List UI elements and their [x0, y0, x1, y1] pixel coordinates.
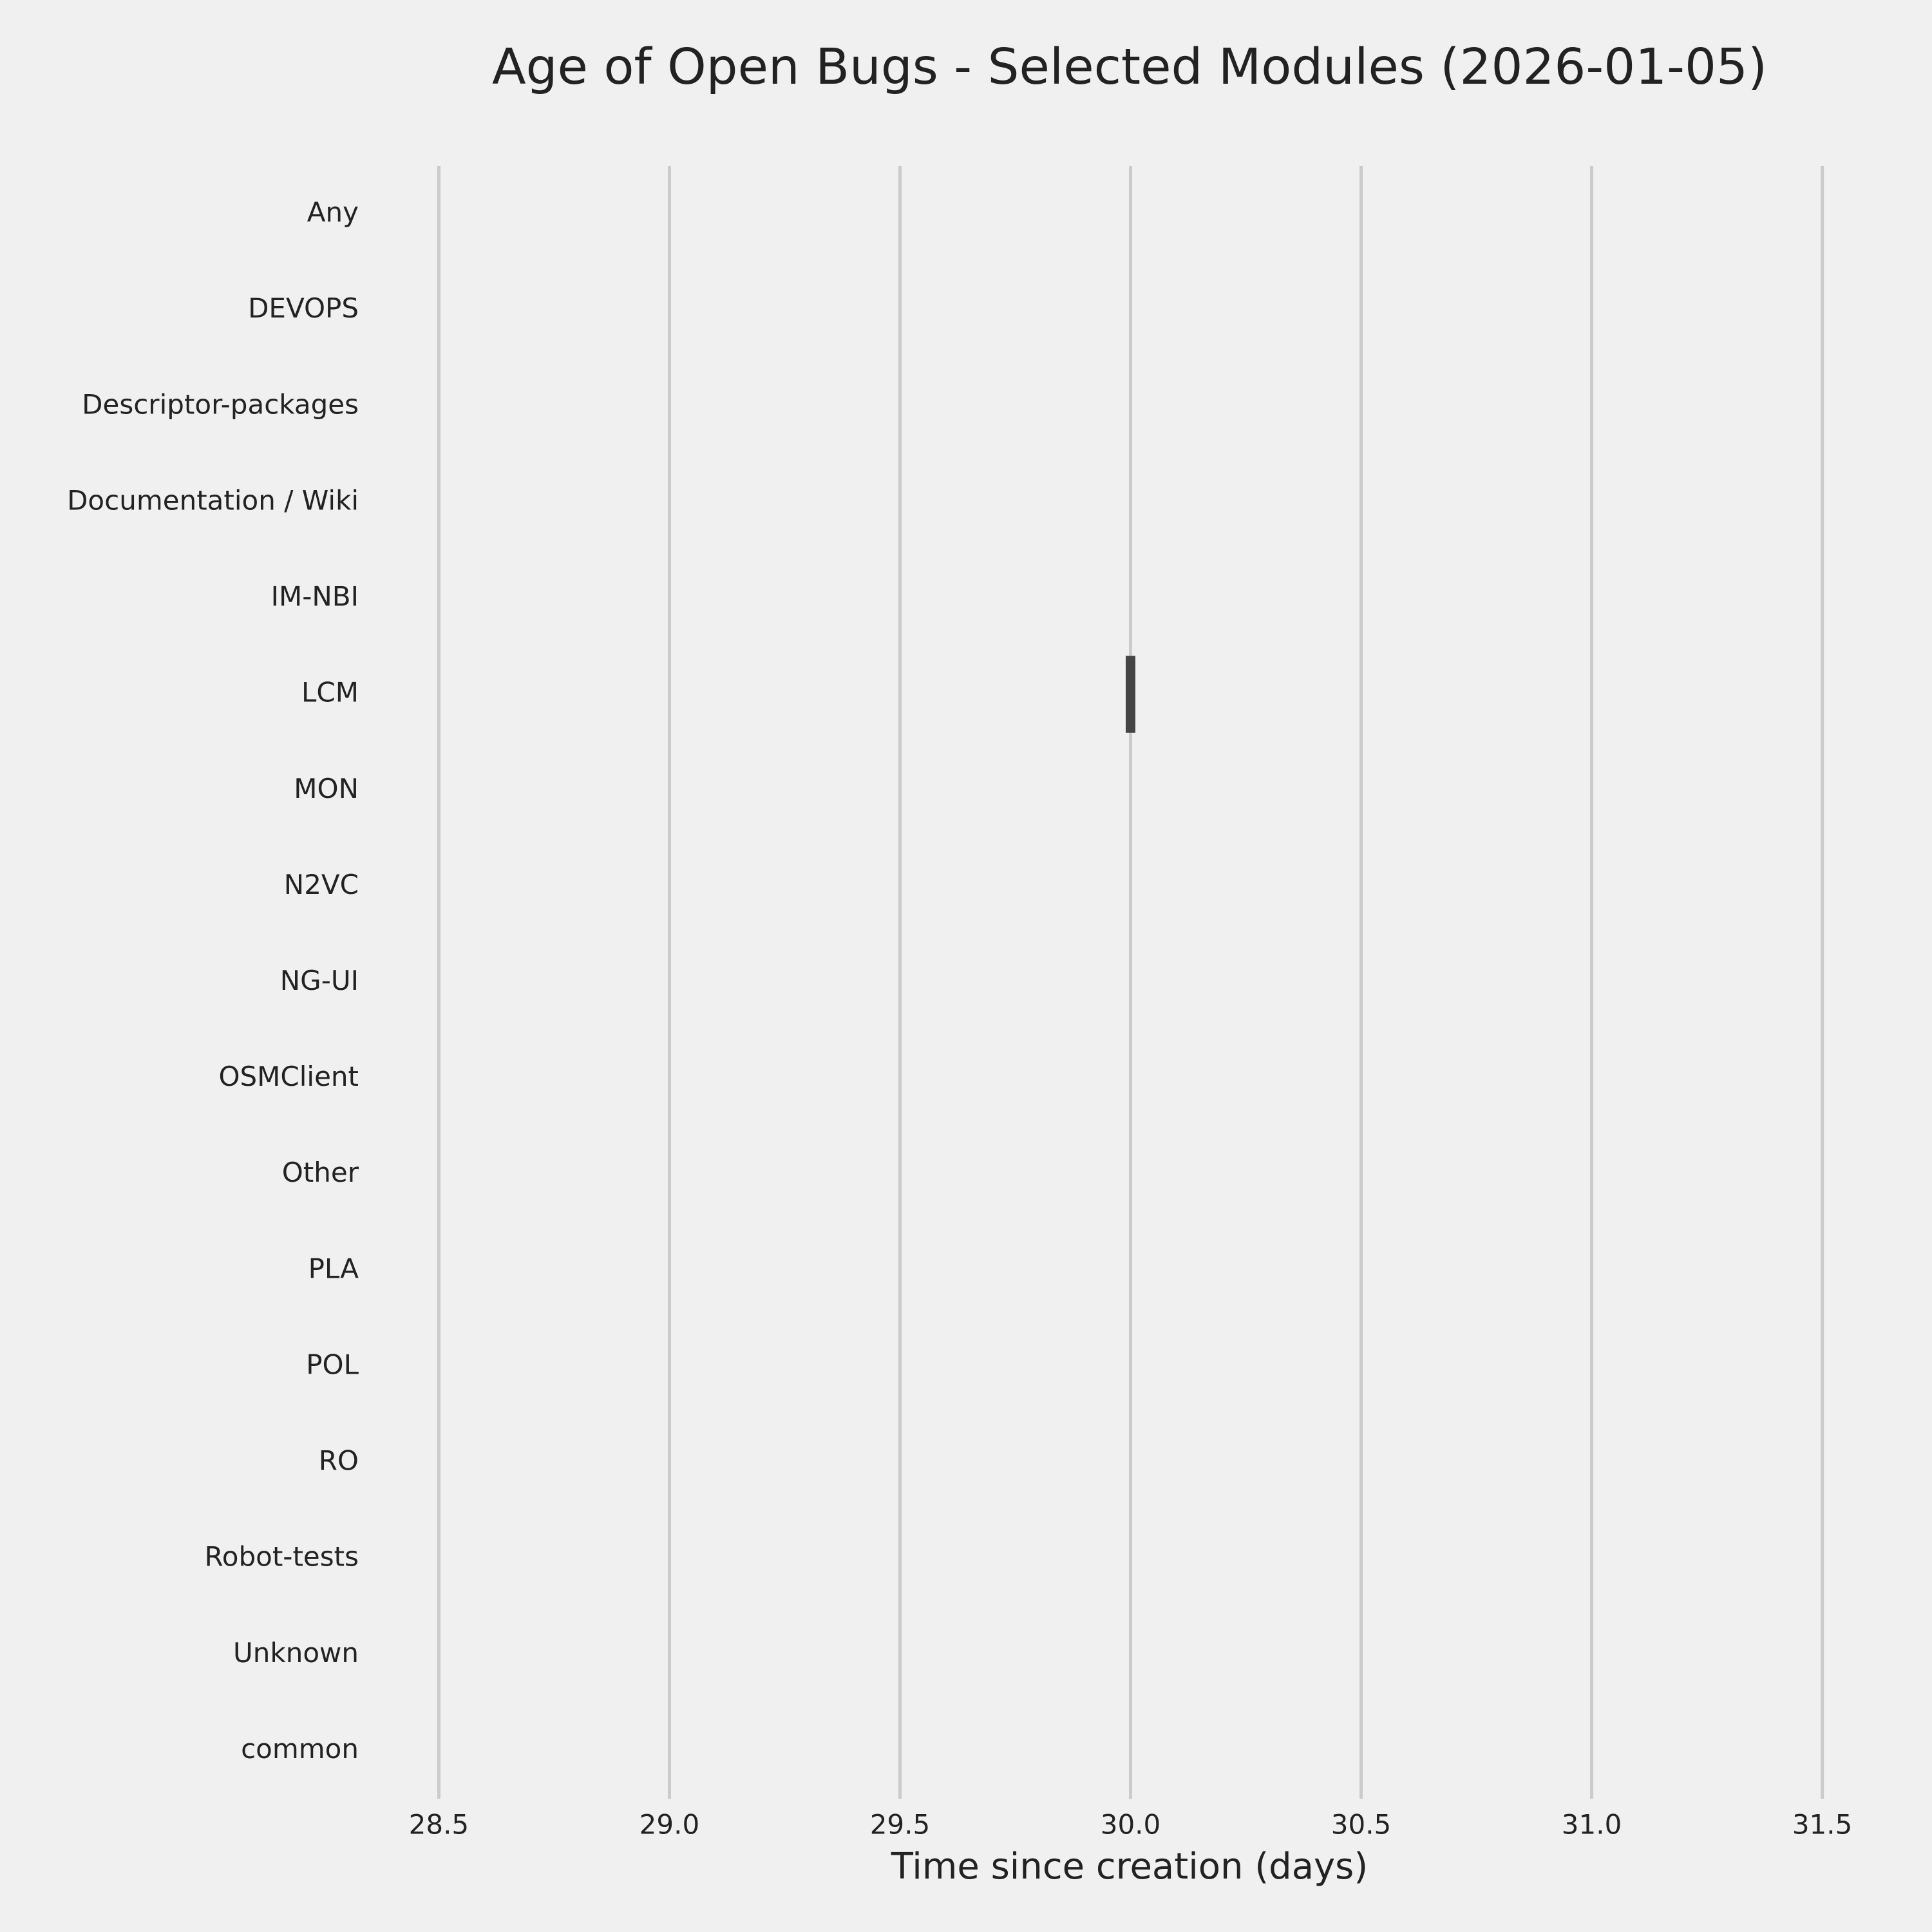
x-tick-label: 31.5	[1792, 1809, 1853, 1841]
x-tick-label: 31.0	[1562, 1809, 1622, 1841]
box	[1126, 656, 1135, 733]
x-tick-label: 29.0	[639, 1809, 700, 1841]
y-tick-label: LCM	[301, 677, 359, 708]
x-tick-label: 30.0	[1101, 1809, 1161, 1841]
x-tick-label: 29.5	[870, 1809, 931, 1841]
y-tick-label: Documentation / Wiki	[67, 484, 359, 516]
y-tick-label: DEVOPS	[248, 292, 359, 324]
y-tick-label: RO	[319, 1445, 359, 1477]
x-axis-label: Time since creation (days)	[891, 1846, 1368, 1888]
x-tick-label: 28.5	[409, 1809, 469, 1841]
x-tick-label: 30.5	[1331, 1809, 1392, 1841]
chart-title: Age of Open Bugs - Selected Modules (202…	[492, 39, 1767, 96]
y-tick-label: IM-NBI	[271, 581, 359, 612]
y-tick-label: OSMClient	[218, 1061, 359, 1092]
y-tick-label: Any	[307, 196, 359, 228]
y-tick-label: PLA	[308, 1253, 359, 1284]
y-tick-label: common	[241, 1733, 359, 1765]
y-tick-label: Descriptor-packages	[82, 388, 359, 420]
y-tick-label: Other	[282, 1157, 359, 1188]
y-tick-label: MON	[294, 773, 359, 804]
y-tick-label: N2VC	[284, 869, 359, 900]
y-tick-label: NG-UI	[280, 965, 359, 996]
y-tick-label: Unknown	[233, 1637, 359, 1669]
y-tick-label: POL	[306, 1349, 359, 1380]
y-tick-label: Robot-tests	[204, 1541, 359, 1573]
